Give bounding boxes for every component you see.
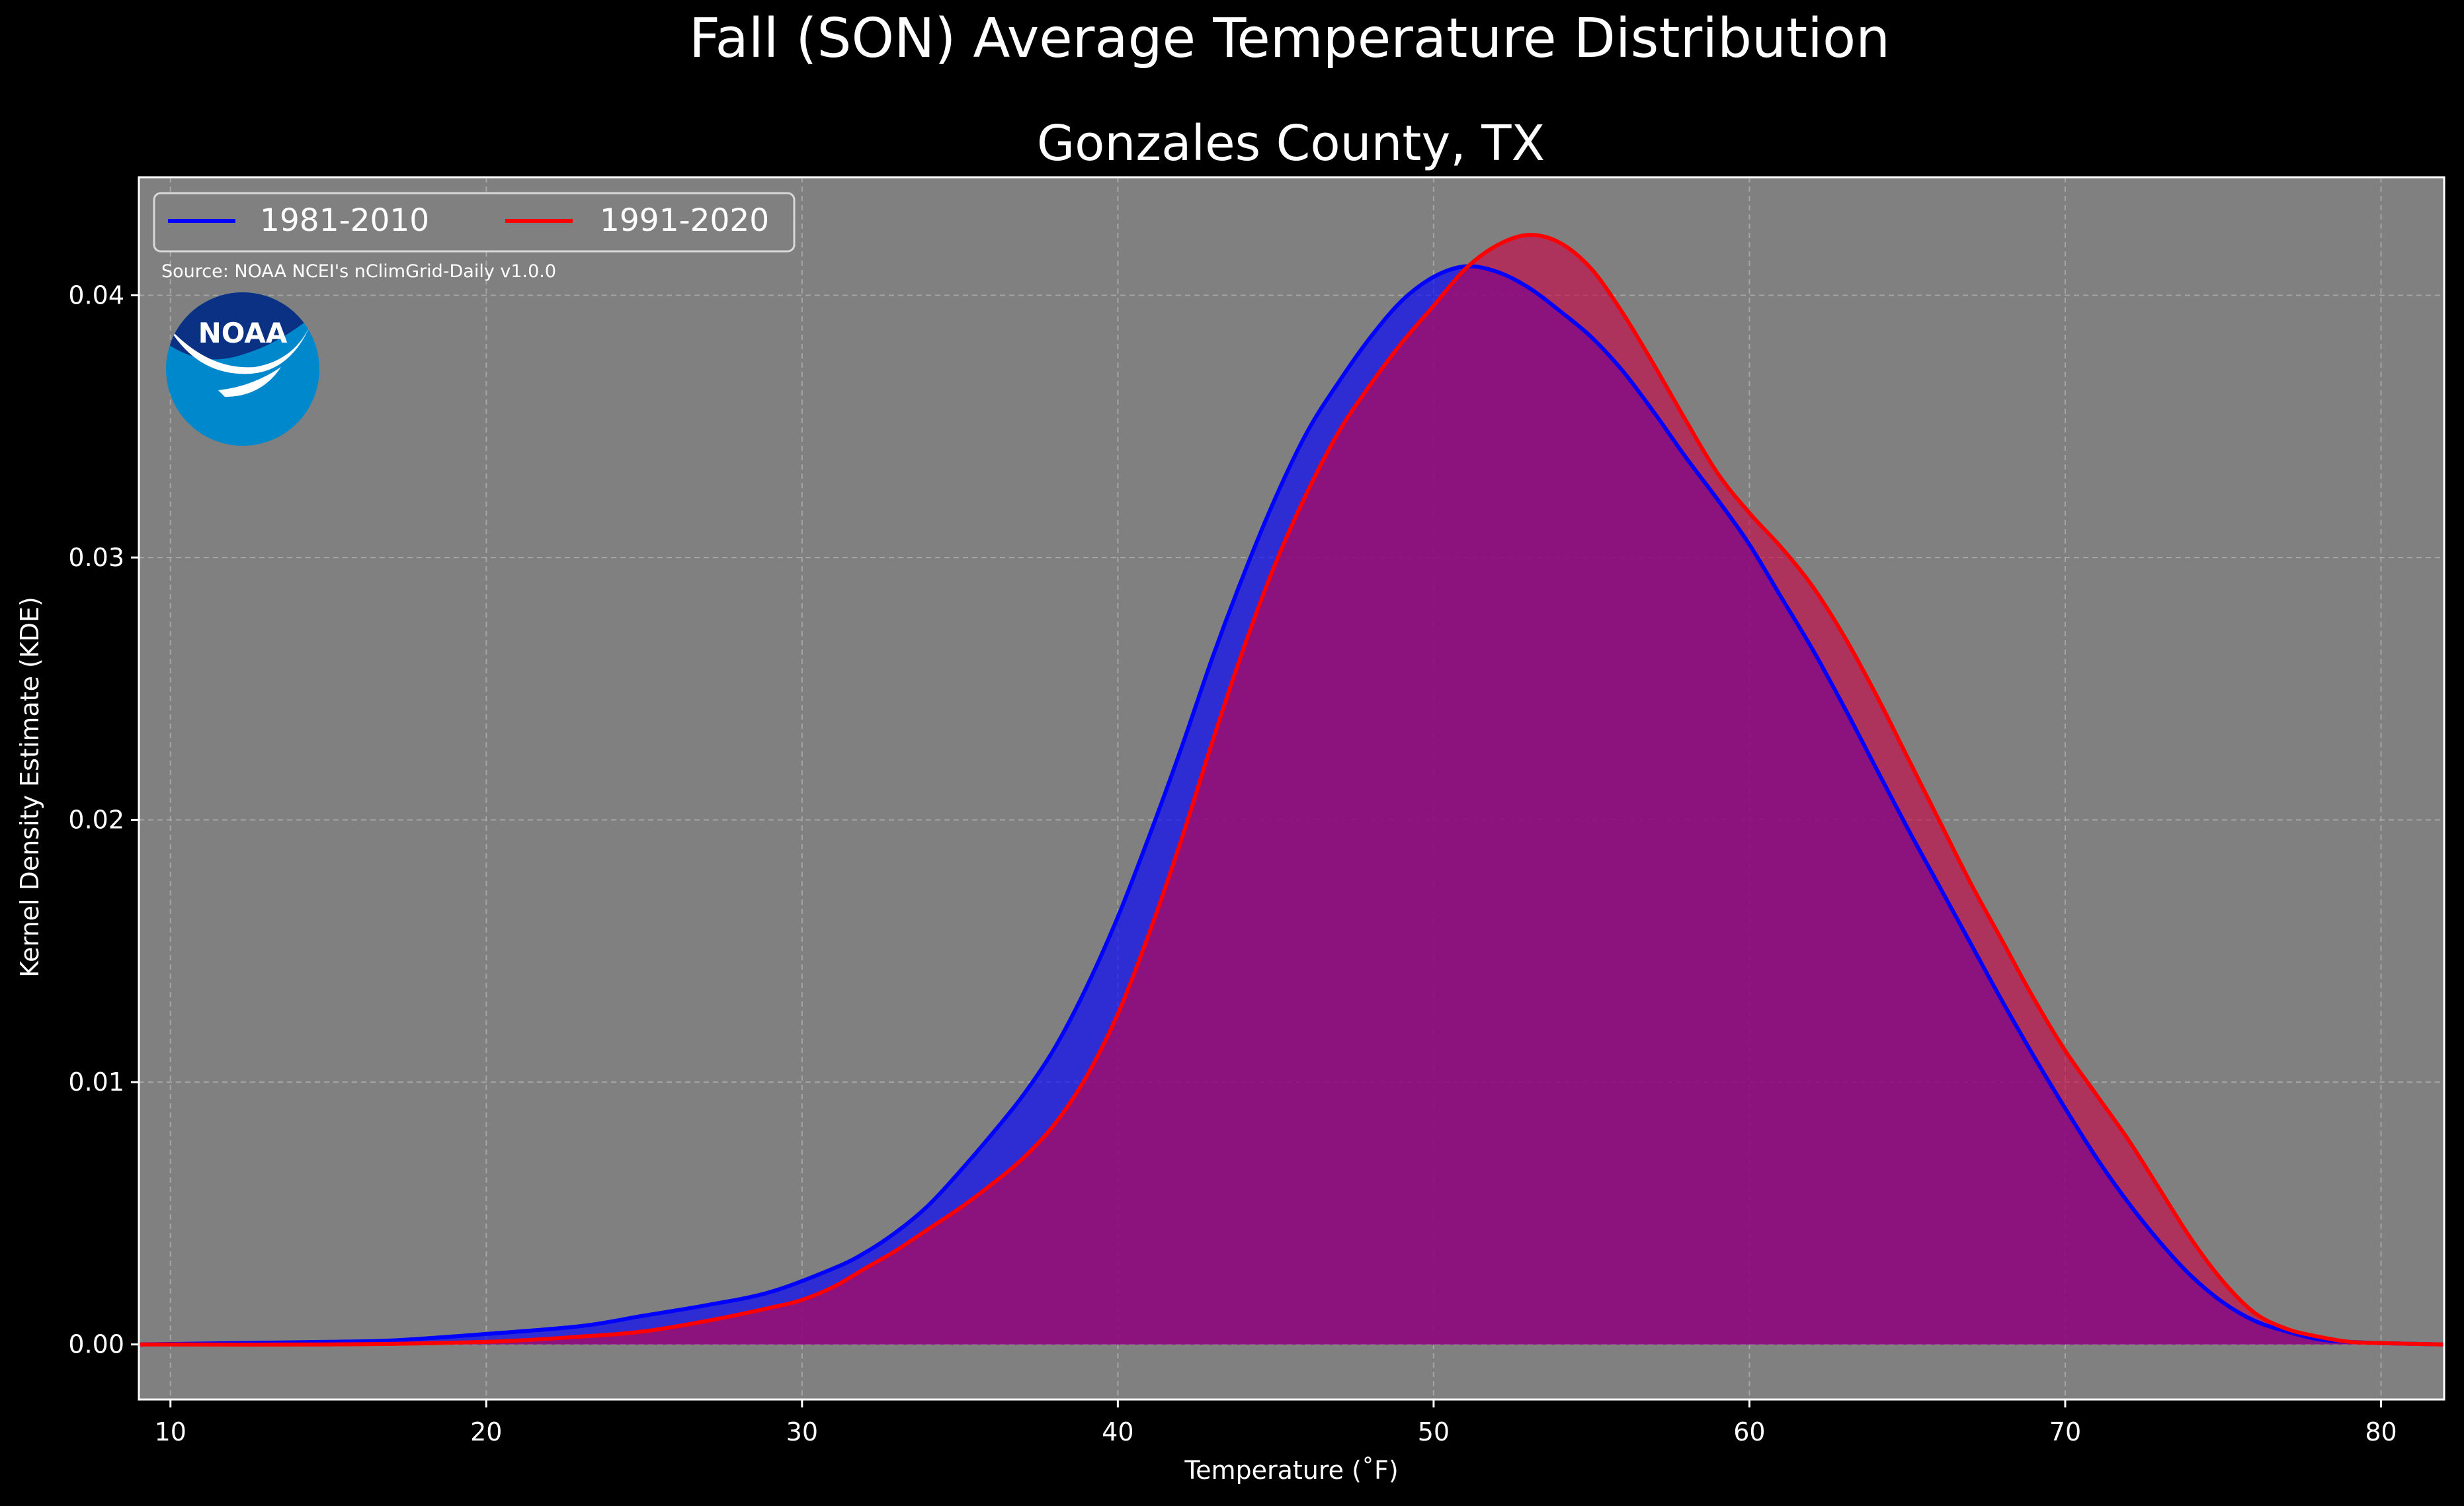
legend: 1981-2010 1991-2020 [153, 192, 796, 253]
y-tick-label: 0.01 [68, 1067, 124, 1097]
line-1991-2020 [138, 233, 2445, 1347]
x-tick-label: 60 [1733, 1417, 1765, 1446]
x-axis-label: Temperature (˚F) [1184, 1456, 1398, 1485]
x-axis-ticks: 10 20 30 40 50 60 70 80 [155, 1400, 2397, 1446]
y-axis-label: Kernel Density Estimate (KDE) [15, 597, 44, 978]
source-note: Source: NOAA NCEI's nClimGrid-Daily v1.0… [161, 261, 556, 282]
line-1981-2010 [138, 264, 2445, 1347]
logo-text: NOAA [198, 317, 288, 349]
y-tick-label: 0.00 [68, 1330, 124, 1359]
x-tick-label: 30 [786, 1417, 818, 1446]
x-tick-label: 40 [1102, 1417, 1133, 1446]
y-axis-ticks: 0.00 0.01 0.02 0.03 0.04 [68, 280, 139, 1359]
y-tick-label: 0.04 [68, 280, 124, 310]
y-tick-label: 0.02 [68, 806, 124, 835]
density-areas [139, 235, 2444, 1345]
density-lines [138, 233, 2445, 1347]
chart-subtitle: Gonzales County, TX [1037, 115, 1545, 172]
x-tick-label: 50 [1418, 1417, 1450, 1446]
plot-frame [138, 176, 2445, 1401]
x-tick-label: 70 [2049, 1417, 2081, 1446]
x-tick-label: 10 [155, 1417, 186, 1446]
area-1991-2020 [139, 235, 2444, 1345]
chart-title: Fall (SON) Average Temperature Distribut… [689, 7, 1890, 70]
legend-label-1981-2010: 1981-2010 [260, 202, 429, 239]
legend-box [153, 192, 796, 253]
x-tick-label: 80 [2365, 1417, 2397, 1446]
legend-label-1991-2020: 1991-2020 [600, 202, 769, 239]
y-tick-label: 0.03 [68, 543, 124, 572]
x-tick-label: 20 [470, 1417, 502, 1446]
